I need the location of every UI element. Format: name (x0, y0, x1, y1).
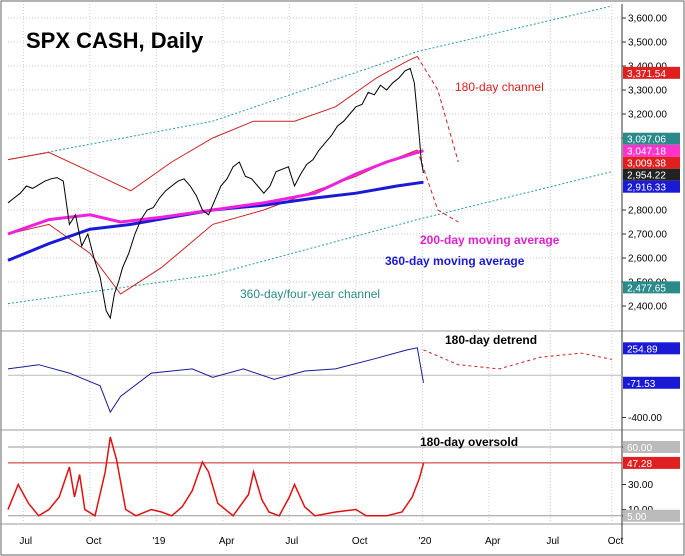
value-badge-label: 3,371.54 (627, 69, 666, 80)
y-tick-label: 3,300.00 (628, 86, 667, 97)
chart-title: SPX CASH, Daily (26, 28, 204, 53)
y-tick-label: 30.00 (628, 480, 653, 491)
x-tick-label: Oct (608, 536, 624, 547)
x-tick-label: '20 (418, 536, 431, 547)
y-tick-label: -400.00 (628, 413, 662, 424)
x-tick-label: Jul (19, 536, 32, 547)
label-180-day-channel: 180-day channel (455, 80, 544, 94)
value-badge (623, 376, 680, 389)
channel-180-upper-line (7, 55, 418, 192)
x-tick-label: Apr (485, 536, 501, 547)
y-tick-label: 2,800.00 (628, 206, 667, 217)
y-tick-label: 3,200.00 (628, 110, 667, 121)
label-180-day-oversold: 180-day oversold (420, 435, 518, 449)
label-360-day-ma: 360-day moving average (385, 254, 525, 268)
value-badge-label: 2,916.33 (627, 183, 666, 194)
y-tick-label: 2,600.00 (628, 254, 667, 265)
y-tick-label: 2,700.00 (628, 230, 667, 241)
x-tick-label: Jul (546, 536, 559, 547)
value-badge (623, 456, 680, 469)
ma-200-line (7, 149, 424, 236)
label-360-day-channel: 360-day/four-year channel (240, 287, 380, 301)
value-badge-label: 3,097.06 (627, 135, 666, 146)
value-badge (623, 132, 680, 145)
value-badge-label: 3,009.38 (627, 159, 666, 170)
value-badge (623, 441, 680, 453)
value-badge-label: 60.00 (627, 443, 652, 454)
oversold-line (7, 436, 425, 517)
y-tick-label: 2,400.00 (628, 302, 667, 313)
label-180-day-detrend: 180-day detrend (445, 333, 537, 347)
value-badge (623, 66, 680, 79)
detrend-line (7, 347, 424, 414)
y-tick-label: 3,500.00 (628, 38, 667, 49)
value-badge (623, 281, 680, 294)
x-tick-label: Oct (352, 536, 368, 547)
price-line (7, 67, 424, 320)
channel-180-projection-lower (416, 149, 459, 223)
x-tick-label: Oct (86, 536, 102, 547)
value-badge-label: 47.28 (627, 459, 652, 470)
value-badge-label: 5.00 (627, 512, 647, 523)
value-badge-label: 2,954.22 (627, 171, 666, 182)
y-tick-label: 3,600.00 (628, 14, 667, 25)
value-badge (623, 509, 680, 522)
value-badge-label: 2,477.65 (627, 283, 666, 294)
channel-360-upper-line (7, 5, 612, 161)
value-badge (623, 180, 680, 193)
label-200-day-ma: 200-day moving average (420, 233, 560, 247)
channel-360-lower-line (7, 171, 612, 305)
value-badge (623, 342, 680, 355)
value-badge (623, 144, 680, 157)
x-tick-label: Apr (219, 536, 235, 547)
x-tick-label: '19 (152, 536, 165, 547)
value-badge (623, 168, 680, 181)
value-badge-label: 254.89 (627, 344, 658, 355)
value-badge-label: 3,047.18 (627, 147, 666, 158)
detrend-projection-line (423, 349, 612, 370)
value-badge-label: -71.53 (627, 379, 656, 390)
x-tick-label: Jul (285, 536, 298, 547)
value-badge (623, 156, 680, 169)
